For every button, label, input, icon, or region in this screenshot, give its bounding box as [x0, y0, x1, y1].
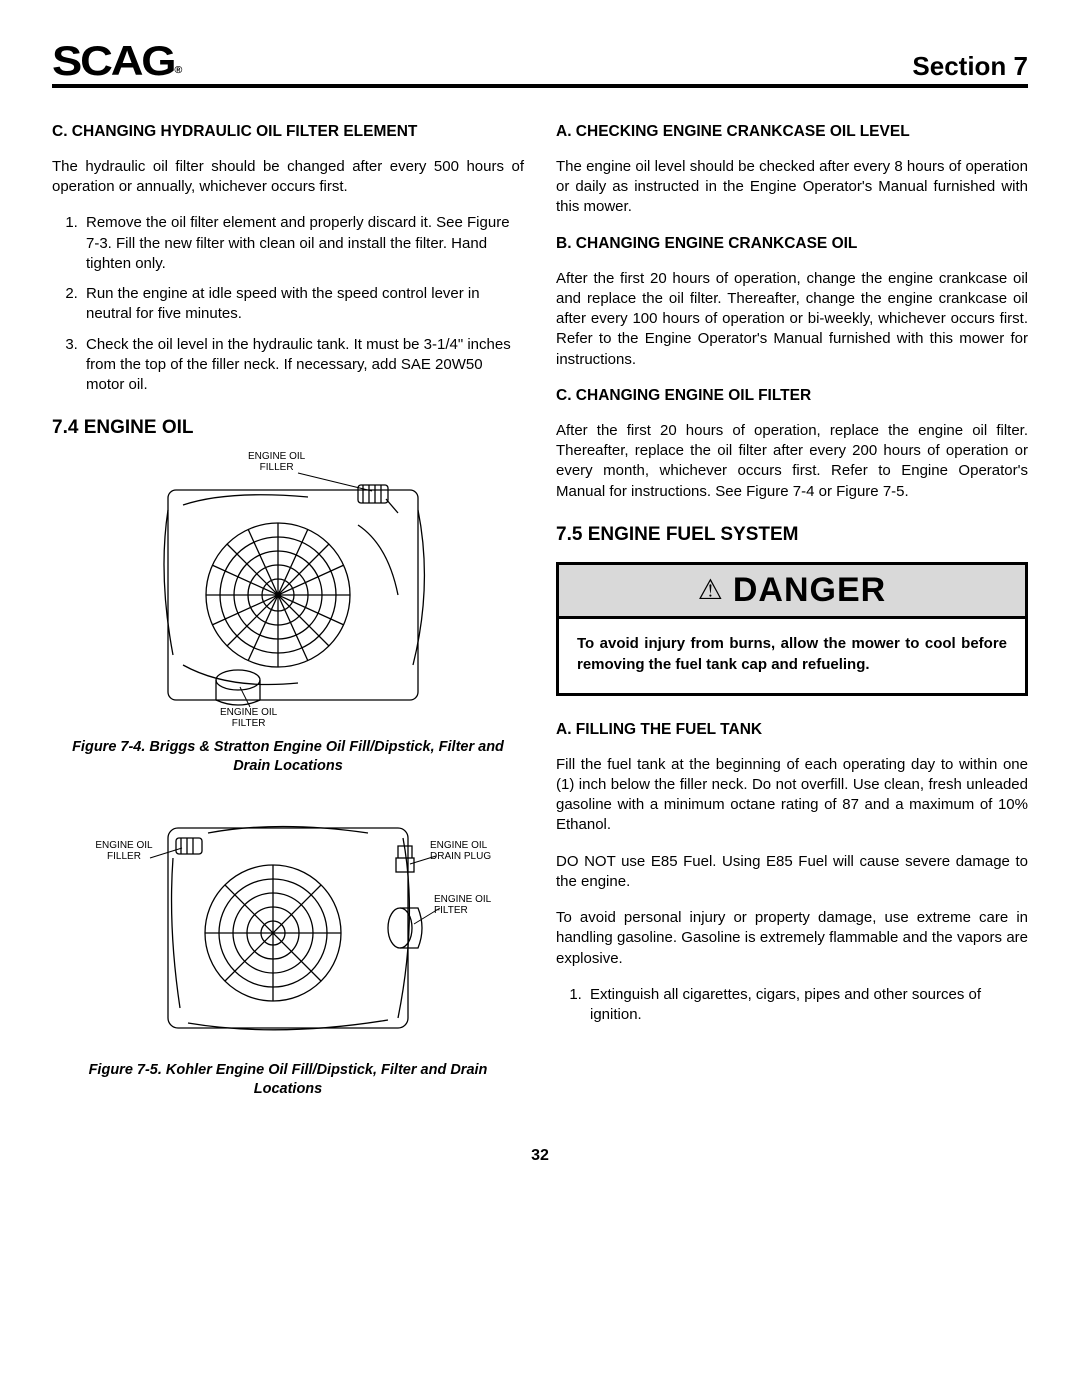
- figure-7-5-caption: Figure 7-5. Kohler Engine Oil Fill/Dipst…: [72, 1061, 504, 1099]
- para-a-check: The engine oil level should be checked a…: [556, 157, 1028, 218]
- page-header: SCAG® Section 7: [52, 40, 1028, 88]
- heading-75: 7.5 ENGINE FUEL SYSTEM: [556, 524, 1028, 546]
- para-fill-2: DO NOT use E85 Fuel. Using E85 Fuel will…: [556, 852, 1028, 893]
- list-item: Check the oil level in the hydraulic tan…: [82, 335, 524, 396]
- list-item: Extinguish all cigarettes, cigars, pipes…: [586, 985, 1028, 1026]
- brand-logo: SCAG®: [52, 40, 180, 82]
- danger-box: ⚠ DANGER To avoid injury from burns, all…: [556, 562, 1028, 696]
- right-column: A. CHECKING ENGINE CRANKCASE OIL LEVEL T…: [556, 116, 1028, 1121]
- section-label: Section 7: [912, 51, 1028, 82]
- heading-c-hydraulic: C. CHANGING HYDRAULIC OIL FILTER ELEMENT: [52, 122, 524, 143]
- brand-text: SCAG: [52, 37, 174, 84]
- hydraulic-steps: Remove the oil filter element and proper…: [52, 213, 524, 395]
- list-item: Remove the oil filter element and proper…: [82, 213, 524, 274]
- heading-b-change: B. CHANGING ENGINE CRANKCASE OIL: [556, 234, 1028, 255]
- warning-icon: ⚠: [698, 576, 723, 604]
- figure-7-4-caption: Figure 7-4. Briggs & Stratton Engine Oil…: [72, 738, 504, 776]
- heading-fill-tank: A. FILLING THE FUEL TANK: [556, 720, 1028, 741]
- page-number: 32: [52, 1147, 1028, 1165]
- list-item: Run the engine at idle speed with the sp…: [82, 284, 524, 325]
- figure-7-4: ENGINE OILFILLER ENGINE OILFILTER: [52, 455, 524, 730]
- para-fill-1: Fill the fuel tank at the beginning of e…: [556, 755, 1028, 836]
- para-c-filter: After the first 20 hours of operation, r…: [556, 421, 1028, 502]
- para-b-change: After the first 20 hours of operation, c…: [556, 269, 1028, 370]
- content-columns: C. CHANGING HYDRAULIC OIL FILTER ELEMENT…: [52, 116, 1028, 1121]
- para-fill-3: To avoid personal injury or property dam…: [556, 908, 1028, 969]
- danger-header: ⚠ DANGER: [559, 565, 1025, 619]
- danger-word: DANGER: [733, 571, 886, 610]
- para-hydraulic-intro: The hydraulic oil filter should be chang…: [52, 157, 524, 198]
- heading-a-check: A. CHECKING ENGINE CRANKCASE OIL LEVEL: [556, 122, 1028, 143]
- fill-steps: Extinguish all cigarettes, cigars, pipes…: [556, 985, 1028, 1026]
- danger-body-text: To avoid injury from burns, allow the mo…: [559, 619, 1025, 693]
- fig-label-filter-2: ENGINE OILFILTER: [434, 894, 504, 916]
- figure-7-5: ENGINE OILFILLER ENGINE OILDRAIN PLUG EN…: [52, 798, 524, 1053]
- left-column: C. CHANGING HYDRAULIC OIL FILTER ELEMENT…: [52, 116, 524, 1121]
- heading-74: 7.4 ENGINE OIL: [52, 417, 524, 439]
- figure-7-4-image: ENGINE OILFILLER ENGINE OILFILTER: [128, 455, 448, 725]
- heading-c-filter: C. CHANGING ENGINE OIL FILTER: [556, 386, 1028, 407]
- fig-label-filler: ENGINE OILFILLER: [248, 451, 305, 473]
- fig-label-filter: ENGINE OILFILTER: [220, 707, 277, 729]
- fig-label-drain: ENGINE OILDRAIN PLUG: [430, 840, 500, 862]
- fig-label-filler-2: ENGINE OILFILLER: [92, 840, 156, 862]
- figure-7-5-image: ENGINE OILFILLER ENGINE OILDRAIN PLUG EN…: [98, 798, 478, 1048]
